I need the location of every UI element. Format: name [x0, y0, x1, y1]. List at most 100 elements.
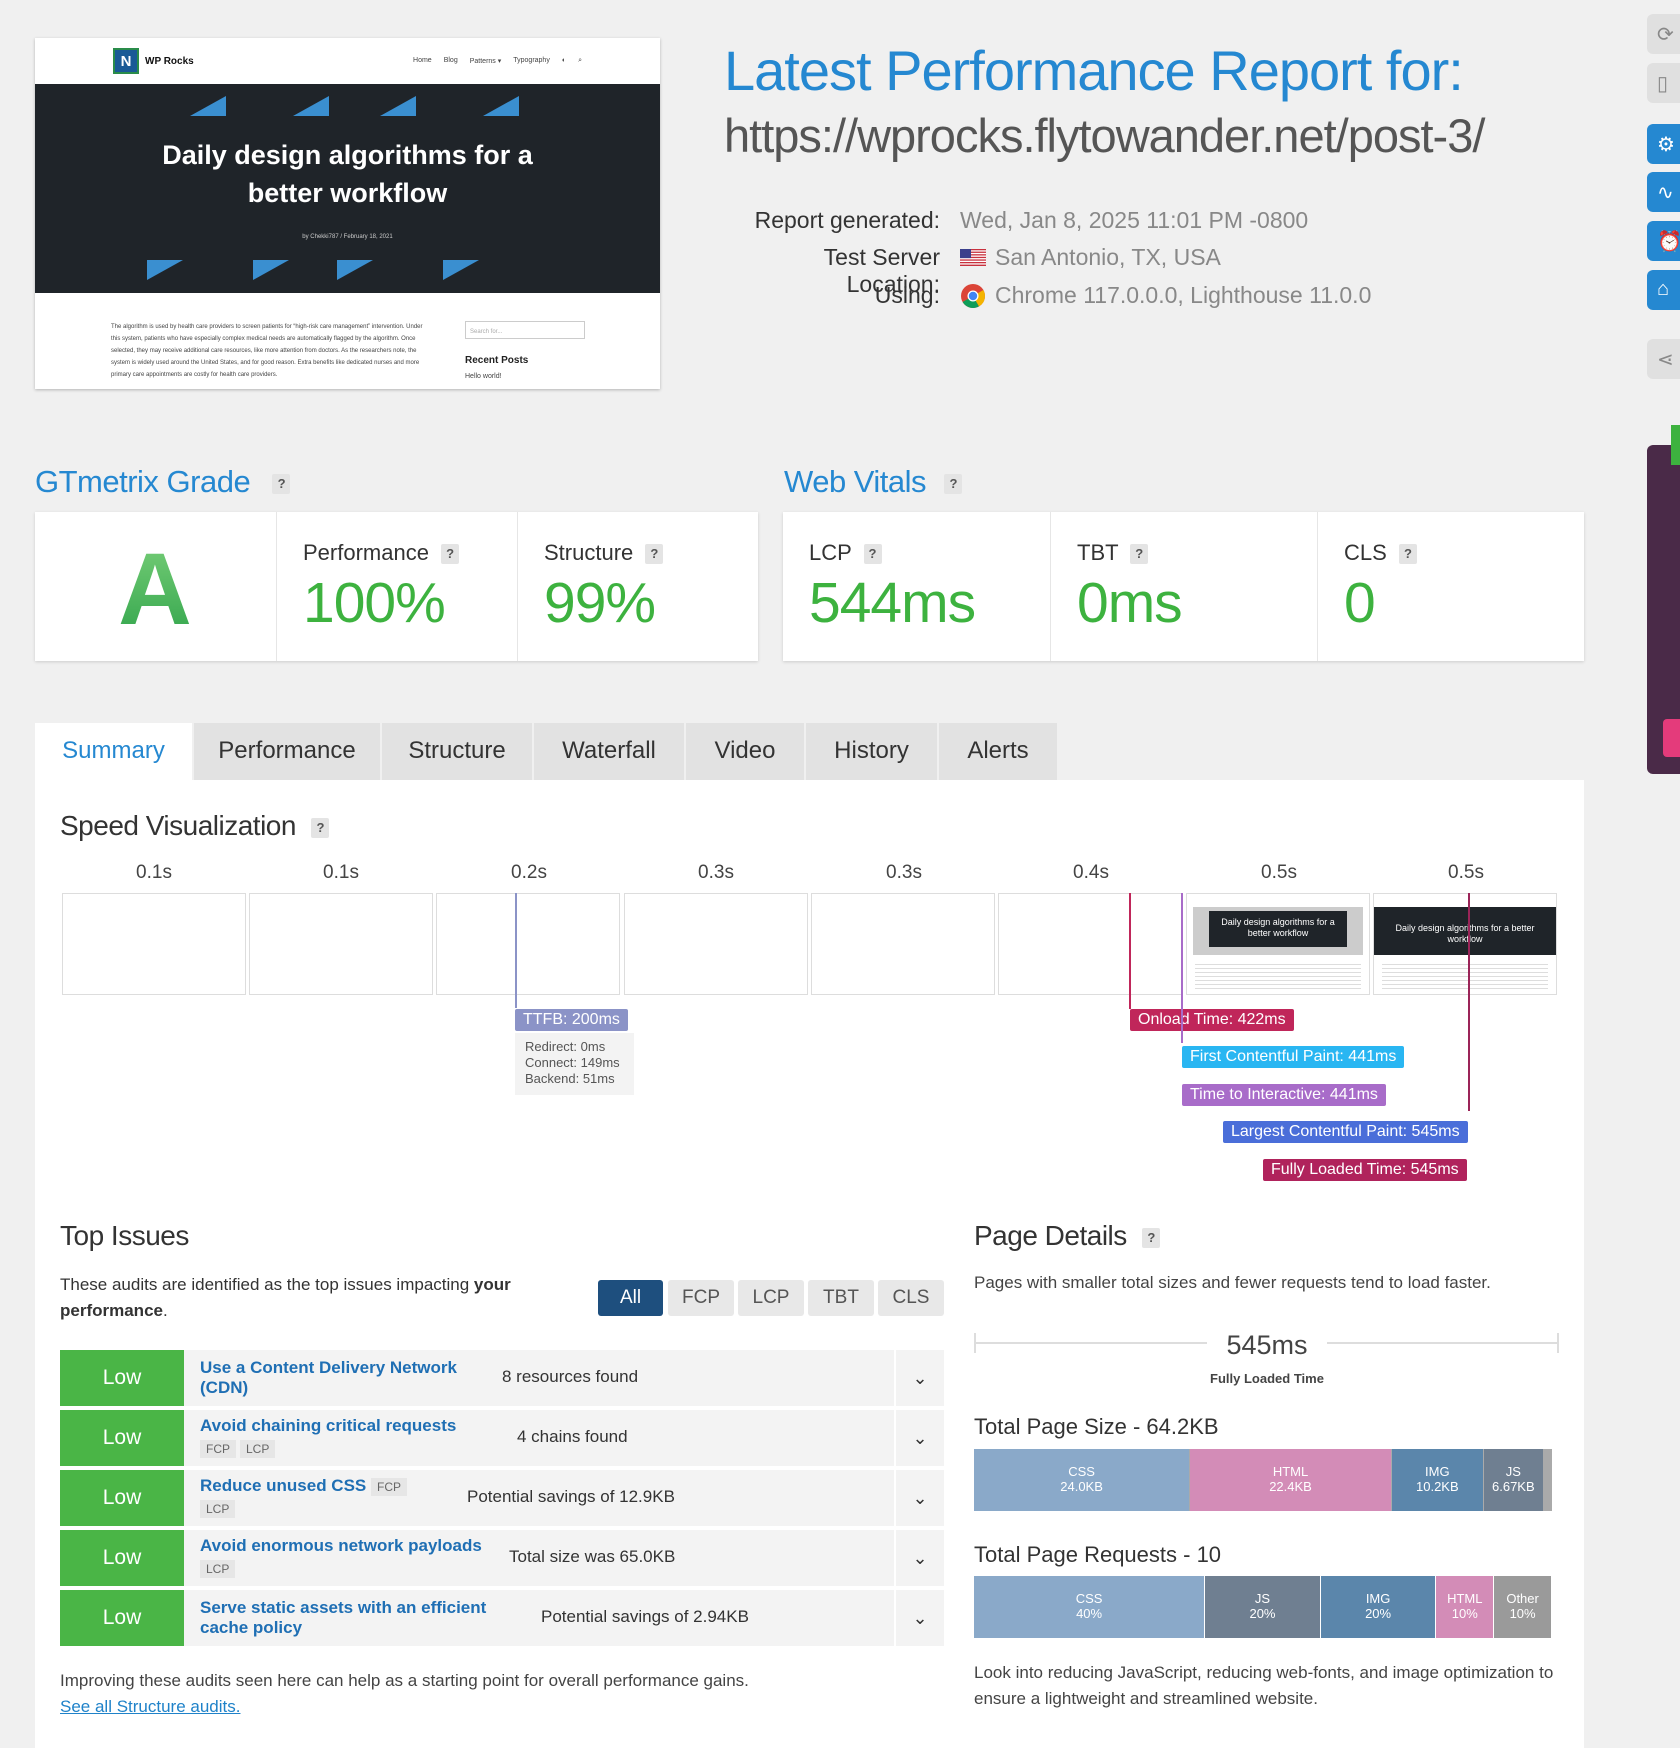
page-size-segment: HTML 22.4KB [1190, 1449, 1391, 1511]
issue-grade: Low [60, 1530, 184, 1586]
ttfb-backend: Backend: 51ms [525, 1071, 615, 1086]
help-icon[interactable]: ? [272, 473, 291, 494]
chevron-down-icon[interactable]: ⌄ [894, 1590, 944, 1646]
page-size-segment-value: 6.67KB [1492, 1479, 1535, 1494]
recent-post-item: Hello world! [465, 373, 502, 380]
filmstrip-frame [62, 893, 246, 995]
help-icon[interactable]: ? [441, 544, 460, 565]
issue-row[interactable]: Low Avoid chaining critical requests FCP… [60, 1410, 944, 1466]
structure-audits-link[interactable]: See all Structure audits. [60, 1697, 241, 1716]
filter-tbt[interactable]: TBT [808, 1280, 874, 1316]
page-requests-segment-value: 20% [1365, 1606, 1392, 1621]
issue-name[interactable]: Reduce unused CSS [200, 1476, 367, 1495]
grade-letter: A [118, 532, 192, 646]
us-flag-icon [960, 249, 986, 266]
lcp-marker[interactable]: Largest Contentful Paint: 545ms [1223, 1121, 1468, 1143]
issue-tag: FCP [371, 1478, 407, 1496]
screenshot-body-text: The algorithm is used by health care pro… [111, 324, 423, 378]
details-footer: Look into reducing JavaScript, reducing … [974, 1663, 1554, 1708]
filter-fcp[interactable]: FCP [668, 1280, 734, 1316]
details-intro: Pages with smaller total sizes and fewer… [974, 1273, 1491, 1292]
onload-marker[interactable]: Onload Time: 422ms [1130, 1009, 1294, 1031]
issue-tag: LCP [200, 1560, 236, 1578]
tab-history[interactable]: History [806, 723, 938, 780]
tab-alerts[interactable]: Alerts [939, 723, 1058, 780]
filter-all[interactable]: All [598, 1280, 663, 1316]
side-ad-badge [1671, 425, 1680, 465]
share-icon[interactable]: ⋖ [1647, 339, 1680, 379]
issue-row[interactable]: Low Reduce unused CSS FCP LCP Potential … [60, 1470, 944, 1526]
recent-posts-heading: Recent Posts [465, 355, 529, 366]
tag-icon[interactable]: ⌂ [1647, 270, 1680, 310]
tab-performance[interactable]: Performance [194, 723, 381, 780]
help-icon[interactable]: ? [311, 817, 330, 838]
page-requests-segment: HTML 10% [1436, 1576, 1494, 1638]
side-ad-panel[interactable] [1647, 445, 1680, 774]
help-icon[interactable]: ? [1398, 544, 1417, 565]
issue-name[interactable]: Avoid chaining critical requests [200, 1416, 457, 1435]
help-icon[interactable]: ? [863, 544, 882, 565]
page-requests-segment-label: JS [1254, 1591, 1271, 1606]
fully-loaded-marker[interactable]: Fully Loaded Time: 545ms [1263, 1159, 1467, 1181]
help-icon[interactable]: ? [645, 544, 664, 565]
page-requests-segment-value: 20% [1249, 1606, 1276, 1621]
issue-name[interactable]: Use a Content Delivery Network (CDN) [200, 1358, 457, 1397]
issue-grade: Low [60, 1350, 184, 1406]
issue-description: 4 chains found [517, 1427, 628, 1446]
speed-heading: Speed Visualization [60, 810, 296, 841]
tab-structure[interactable]: Structure [382, 723, 533, 780]
timeline-tick: 0.3s [698, 862, 734, 883]
page-size-segment-label: JS [1505, 1464, 1521, 1479]
tab-waterfall[interactable]: Waterfall [534, 723, 685, 780]
page-size-segment: CSS 24.0KB [974, 1449, 1190, 1511]
issue-grade: Low [60, 1470, 184, 1526]
fcp-marker[interactable]: First Contentful Paint: 441ms [1182, 1046, 1405, 1068]
help-icon[interactable]: ? [1130, 544, 1149, 565]
timeline-tick: 0.3s [886, 862, 922, 883]
grade-letter-graphic: A [118, 532, 192, 646]
hero-title: Daily design algorithms for a better wor… [162, 140, 533, 208]
cls-label: CLS [1344, 540, 1387, 565]
issue-row[interactable]: Low Avoid enormous network payloads LCP … [60, 1530, 944, 1586]
contrast-icon: ◐ [561, 57, 567, 64]
page-requests-segment: JS 20% [1205, 1576, 1320, 1638]
chevron-down-icon[interactable]: ⌄ [894, 1470, 944, 1526]
filmstrip-thumbnail: Daily design algorithms for a better wor… [1187, 895, 1369, 993]
alarm-clock-icon[interactable]: ⏰ [1647, 221, 1680, 261]
refresh-icon[interactable]: ⟳ [1647, 14, 1680, 54]
issues-heading: Top Issues [60, 1220, 189, 1251]
chevron-down-icon[interactable]: ⌄ [894, 1530, 944, 1586]
issues-intro: These audits are identified as the top i… [60, 1275, 511, 1320]
help-icon[interactable]: ? [944, 473, 963, 494]
issue-tag: LCP [200, 1500, 236, 1518]
issue-row[interactable]: Low Serve static assets with an efficien… [60, 1590, 944, 1646]
report-url[interactable]: https://wprocks.flytowander.net/post-3/ [724, 109, 1485, 162]
timeline-tick: 0.4s [1073, 862, 1109, 883]
tab-video[interactable]: Video [686, 723, 805, 780]
page-size-segment-value: 24.0KB [1060, 1479, 1103, 1494]
filmstrip-thumbnail: Daily design algorithms for a better wor… [1374, 895, 1556, 993]
filter-lcp[interactable]: LCP [738, 1280, 804, 1316]
filmstrip-frame [624, 893, 808, 995]
ttfb-marker[interactable]: TTFB: 200ms [515, 1009, 628, 1031]
structure-label: Structure [544, 540, 634, 565]
issue-name[interactable]: Avoid enormous network payloads [200, 1536, 482, 1555]
issue-description: Potential savings of 2.94KB [541, 1607, 749, 1626]
timeline-tick: 0.5s [1261, 862, 1297, 883]
vitals-card: LCP ? 544ms TBT ? 0ms CLS ? 0 [783, 512, 1584, 661]
issue-row[interactable]: Low Use a Content Delivery Network (CDN)… [60, 1350, 944, 1406]
chevron-down-icon[interactable]: ⌄ [894, 1410, 944, 1466]
help-icon[interactable]: ? [1142, 1227, 1161, 1248]
chevron-down-icon[interactable]: ⌄ [894, 1350, 944, 1406]
timeline-tick: 0.1s [136, 862, 172, 883]
monitor-pulse-icon[interactable]: ∿ [1647, 172, 1680, 212]
tti-marker[interactable]: Time to Interactive: 441ms [1182, 1084, 1386, 1106]
issue-name[interactable]: Serve static assets with an efficient ca… [200, 1598, 487, 1637]
tab-summary[interactable]: Summary [35, 723, 193, 780]
pdf-icon[interactable]: ▯ [1647, 63, 1680, 103]
filter-cls[interactable]: CLS [878, 1280, 944, 1316]
location-label: Test Server Location: [823, 244, 940, 297]
page-size-bar: CSS 24.0KB HTML 22.4KB IMG 10.2KB JS 6.67KB [974, 1449, 1552, 1511]
settings-gear-icon[interactable]: ⚙ [1647, 124, 1680, 164]
nav-blog: Blog [443, 57, 458, 64]
